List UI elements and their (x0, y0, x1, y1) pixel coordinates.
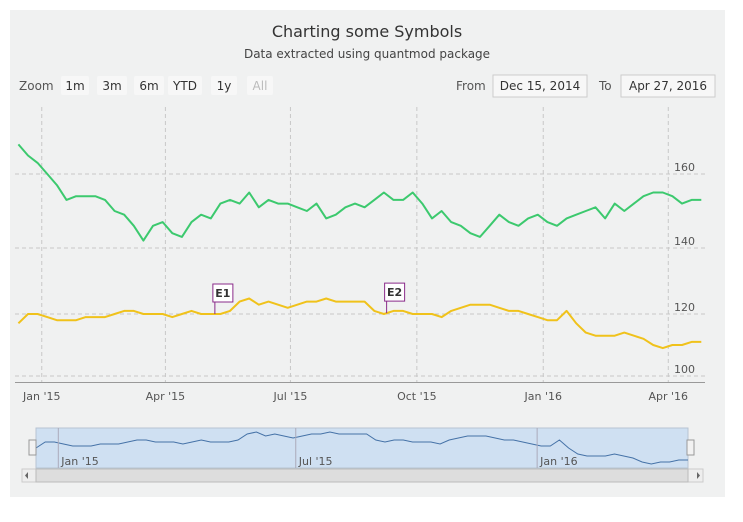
zoom-button[interactable]: 3m (97, 76, 127, 95)
x-tick-label: Apr '16 (648, 390, 688, 403)
chart-title: Charting some Symbols (272, 22, 462, 41)
navigator-handle[interactable] (686, 439, 695, 456)
navigator-tick-label: Jan '16 (539, 455, 577, 468)
zoom-button[interactable]: All (247, 76, 273, 95)
zoom-label: Zoom (19, 79, 54, 93)
from-label: From (456, 79, 486, 93)
zoom-button-label[interactable]: 6m (139, 79, 158, 93)
x-tick-label: Jan '15 (22, 390, 60, 403)
navigator-handle[interactable] (28, 439, 37, 456)
scrollbar-thumb[interactable] (35, 468, 689, 483)
y-tick-label: 120 (674, 301, 695, 314)
zoom-button[interactable]: 6m (134, 76, 164, 95)
zoom-button-label[interactable]: 3m (102, 79, 121, 93)
from-date[interactable]: Dec 15, 2014 (500, 79, 580, 93)
range-selector: Zoom 1m 3m 6m YTD 1y All From Dec 15, 2014 To Apr … (19, 74, 716, 98)
zoom-button[interactable]: YTD (168, 76, 202, 95)
to-date[interactable]: Apr 27, 2016 (629, 79, 707, 93)
series-line (17, 143, 702, 242)
zoom-button-label[interactable]: 1y (217, 79, 232, 93)
zoom-button-bg (247, 76, 273, 95)
flag-box (384, 282, 406, 302)
zoom-button[interactable]: 1y (211, 76, 237, 95)
navigator-tick-label: Jan '15 (60, 455, 98, 468)
navigator-tick-label: Jul '15 (298, 455, 333, 468)
y-tick-label: 100 (674, 363, 695, 376)
series-line (17, 297, 702, 350)
x-tick-label: Jul '15 (273, 390, 308, 403)
zoom-button-label[interactable]: 1m (65, 79, 84, 93)
zoom-button-bg (61, 76, 89, 95)
from-input[interactable] (492, 74, 588, 98)
y-tick-label: 140 (674, 235, 695, 248)
zoom-button-label[interactable]: YTD (172, 79, 197, 93)
navigator-series (35, 431, 688, 465)
zoom-button-label[interactable]: All (253, 79, 268, 93)
navigator-selection (35, 427, 689, 469)
to-input[interactable] (620, 74, 716, 98)
navigator: Jan '15 Jul '15 Jan '16 (21, 427, 704, 483)
x-tick-label: Apr '15 (146, 390, 186, 403)
x-tick-label: Oct '15 (397, 390, 437, 403)
flag-title: E2 (387, 286, 402, 299)
plot-area: Jan '15 Apr '15 Jul '15 Oct '15 Jan '16 Apr '… (15, 107, 705, 403)
flag-box (212, 283, 234, 303)
zoom-button-bg (97, 76, 127, 95)
y-tick-label: 160 (674, 161, 695, 174)
zoom-button-bg (211, 76, 237, 95)
chart-background (10, 10, 725, 497)
zoom-button[interactable]: 1m (61, 76, 89, 95)
chart-subtitle: Data extracted using quantmod package (244, 47, 490, 61)
flag-title: E1 (215, 287, 230, 300)
x-tick-label: Jan '16 (524, 390, 562, 403)
zoom-button-bg (168, 76, 202, 95)
zoom-button-bg (134, 76, 164, 95)
to-label: To (598, 79, 612, 93)
